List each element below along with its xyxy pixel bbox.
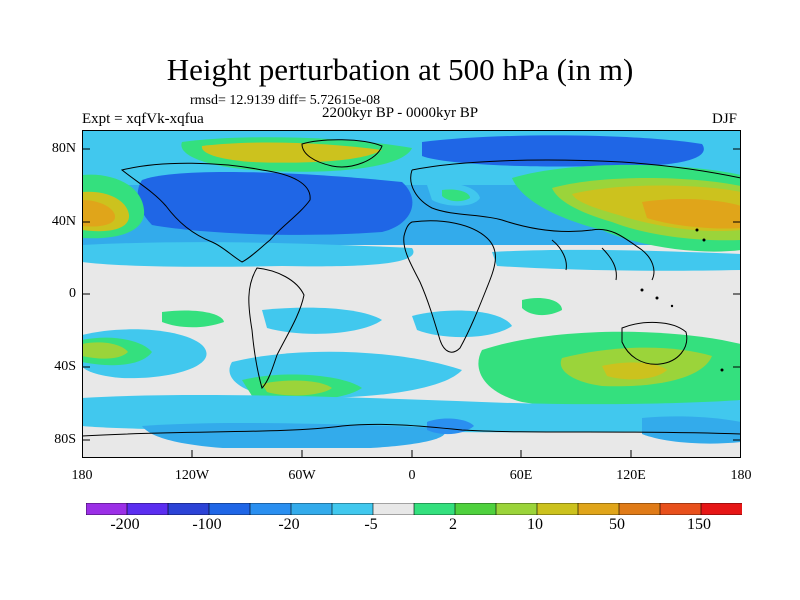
colorbar-swatch bbox=[208, 503, 251, 515]
colorbar-swatch bbox=[659, 503, 702, 515]
lon-label-60w: 60W bbox=[288, 468, 316, 483]
lon-label-60e: 60E bbox=[509, 468, 533, 483]
colorbar bbox=[86, 503, 742, 515]
colorbar-swatch bbox=[700, 503, 742, 515]
colorbar-label: 150 bbox=[687, 516, 711, 533]
colorbar-label: -20 bbox=[278, 516, 300, 533]
colorbar-swatch bbox=[126, 503, 169, 515]
lon-label-180w: 180 bbox=[71, 468, 93, 483]
colorbar-swatch bbox=[618, 503, 661, 515]
colorbar-swatch bbox=[249, 503, 292, 515]
experiment-label: Expt = xqfVk-xqfua bbox=[82, 111, 204, 127]
height-perturbation-map bbox=[82, 130, 741, 458]
colorbar-label: -100 bbox=[192, 516, 222, 533]
colorbar-swatch bbox=[372, 503, 415, 515]
lat-label-40s: 40S bbox=[54, 359, 76, 374]
lat-label-80n: 80N bbox=[51, 141, 76, 156]
colorbar-label: -5 bbox=[364, 516, 378, 533]
colorbar-swatch bbox=[577, 503, 620, 515]
stats-text: rmsd= 12.9139 diff= 5.72615e-08 bbox=[190, 93, 381, 108]
season-label: DJF bbox=[712, 111, 738, 127]
colorbar-swatch bbox=[454, 503, 497, 515]
colorbar-label: 50 bbox=[609, 516, 625, 533]
colorbar-swatch bbox=[290, 503, 333, 515]
lon-label-180e: 180 bbox=[730, 468, 752, 483]
lon-label-120e: 120E bbox=[616, 468, 646, 483]
colorbar-swatch bbox=[86, 503, 128, 515]
colorbar-label: -200 bbox=[110, 516, 140, 533]
lon-label-0: 0 bbox=[408, 468, 416, 483]
map-title: Height perturbation at 500 hPa (in m) bbox=[166, 52, 634, 87]
period-label: 2200kyr BP - 0000kyr BP bbox=[322, 105, 479, 121]
colorbar-swatch bbox=[413, 503, 456, 515]
colorbar-swatch bbox=[167, 503, 210, 515]
colorbar-label: 2 bbox=[449, 516, 457, 533]
colorbar-label: 10 bbox=[527, 516, 543, 533]
lat-label-0: 0 bbox=[69, 286, 76, 301]
lon-label-120w: 120W bbox=[174, 468, 210, 483]
colorbar-swatch bbox=[331, 503, 374, 515]
lat-label-40n: 40N bbox=[51, 214, 76, 229]
colorbar-swatch bbox=[536, 503, 579, 515]
colorbar-swatch bbox=[495, 503, 538, 515]
lat-label-80s: 80S bbox=[54, 432, 76, 447]
